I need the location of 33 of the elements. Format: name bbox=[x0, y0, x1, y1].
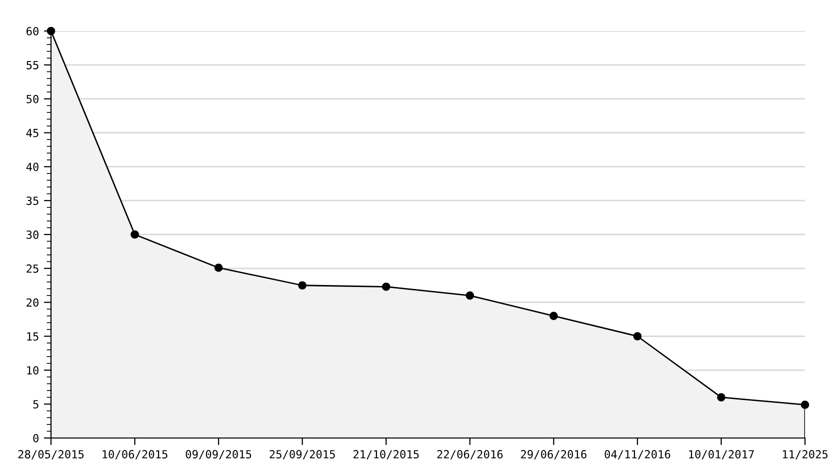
x-tick-label: 25/09/2015 bbox=[270, 450, 335, 460]
x-tick-label: 21/10/2015 bbox=[353, 450, 419, 460]
y-tick-label: 20 bbox=[26, 298, 38, 307]
y-tick-label: 5 bbox=[33, 400, 38, 408]
y-tick-label: 15 bbox=[27, 332, 38, 341]
y-tick-label: 45 bbox=[26, 128, 38, 138]
x-tick-label: 28/05/2015 bbox=[18, 450, 84, 460]
y-tick-label: 60 bbox=[26, 27, 38, 36]
point bbox=[130, 230, 139, 239]
point bbox=[466, 291, 474, 300]
x-tick-label: 11/2025 bbox=[782, 450, 828, 460]
x-tick-label: 22/06/2016 bbox=[437, 450, 503, 460]
x-tick-label: 04/11/2016 bbox=[604, 450, 670, 460]
y-tick-label: 55 bbox=[26, 61, 38, 70]
point bbox=[550, 312, 558, 320]
y-tick-label: 30 bbox=[26, 230, 38, 239]
point bbox=[298, 281, 306, 290]
y-tick-label: 35 bbox=[26, 196, 38, 205]
x-tick-label: 10/01/2017 bbox=[689, 450, 754, 460]
point bbox=[382, 282, 390, 291]
y-tick-label: 10 bbox=[27, 366, 38, 375]
point bbox=[717, 393, 726, 402]
x-tick-label: 09/09/2015 bbox=[186, 450, 252, 460]
point bbox=[800, 400, 810, 409]
y-tick-label: 0 bbox=[33, 434, 38, 442]
y-tick-label: 40 bbox=[26, 162, 38, 172]
point bbox=[214, 264, 223, 272]
x-tick-label: 10/06/2015 bbox=[102, 450, 168, 460]
x-tick-label: 29/06/2016 bbox=[521, 450, 586, 460]
y-tick-label: 25 bbox=[26, 264, 38, 273]
point bbox=[633, 332, 642, 340]
y-tick-label: 50 bbox=[26, 94, 38, 104]
point bbox=[46, 26, 56, 36]
